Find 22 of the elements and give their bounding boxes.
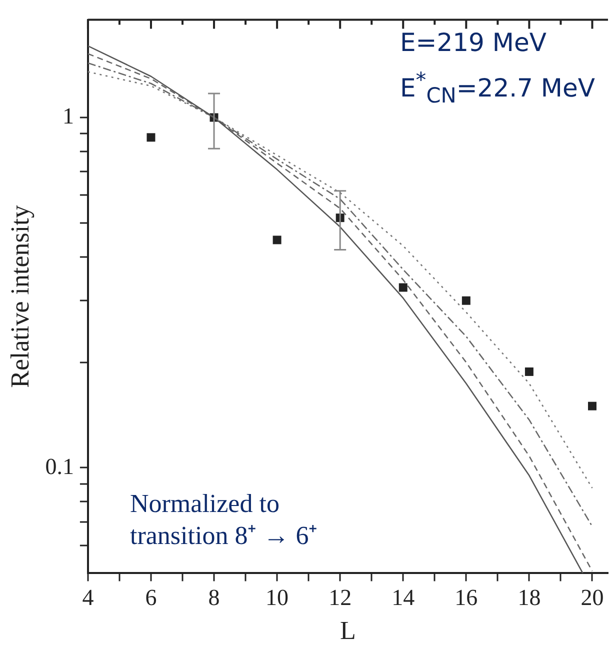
annotation: Normalized to transition 8⁺ → 6⁺ [130, 488, 319, 552]
point [398, 283, 408, 292]
point [272, 236, 282, 244]
x-tick-label: 4 [82, 585, 94, 610]
x-tick-label: 12 [328, 585, 352, 610]
annotation: E$^{*}$$_{CN}$=22.7 MeV [400, 68, 595, 108]
x-tick-label: 16 [454, 585, 478, 610]
x-tick-label: 6 [145, 585, 157, 610]
x-tick-label: 10 [266, 585, 289, 610]
x-tick-label: 8 [208, 585, 220, 610]
point [588, 402, 596, 410]
y-tick-label: 0.1 [45, 454, 74, 479]
x-axis-title: L [340, 616, 356, 646]
x-tick-label: 18 [518, 585, 541, 610]
annotation: E=219 MeV [400, 28, 546, 57]
point [524, 367, 534, 376]
y-axis-title: Relative intensity [5, 205, 34, 388]
point [462, 296, 470, 305]
point [146, 133, 156, 142]
x-tick-label: 14 [392, 585, 416, 610]
y-tick-label: 1 [62, 103, 74, 128]
x-tick-label: 20 [580, 585, 604, 610]
